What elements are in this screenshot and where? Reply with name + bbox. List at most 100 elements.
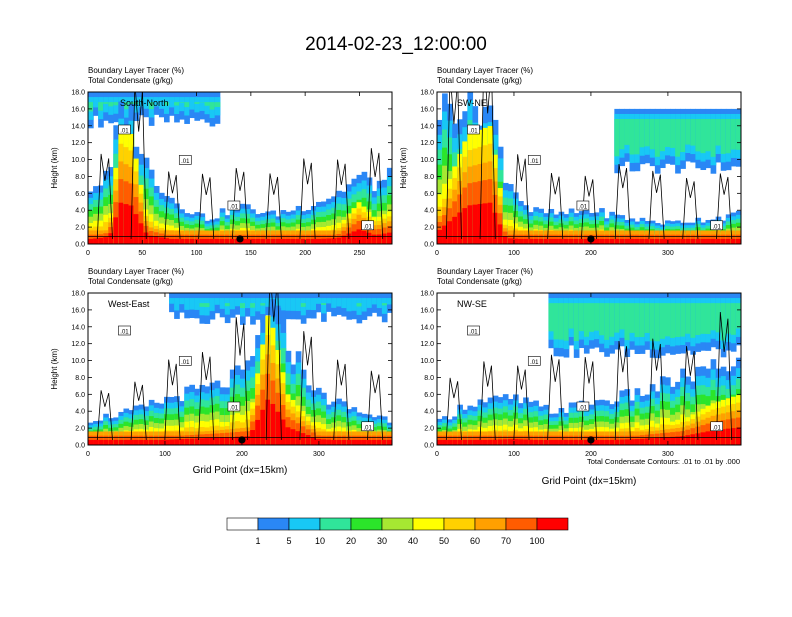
y-tick-label: 10.0: [420, 157, 434, 164]
colorbar-swatch: [227, 518, 258, 530]
y-tick-label: 14.0: [420, 324, 434, 331]
panel-subtitle-tracer: Boundary Layer Tracer (%): [88, 66, 184, 75]
colorbar-label: 70: [501, 536, 511, 546]
x-tick-label: 250: [354, 250, 366, 257]
y-tick-label: 2.0: [424, 225, 434, 232]
x-tick-label: 150: [245, 250, 257, 257]
colorbar-label: 60: [470, 536, 480, 546]
y-tick-label: 10.0: [420, 358, 434, 365]
colorbar-label: 20: [346, 536, 356, 546]
colorbar-swatch: [506, 518, 537, 530]
colorbar-swatch: [382, 518, 413, 530]
colorbar-swatch: [413, 518, 444, 530]
colorbar-label: 50: [439, 536, 449, 546]
colorbar-swatch: [258, 518, 289, 530]
contour-label: .01: [120, 330, 129, 336]
y-tick-label: 8.0: [75, 174, 85, 181]
y-tick-label: 16.0: [420, 307, 434, 314]
location-marker: [236, 235, 243, 242]
y-tick-label: 2.0: [424, 426, 434, 433]
contour-label: .01: [120, 129, 129, 135]
panel-subtitle-condensate: Total Condensate (g/kg): [437, 277, 522, 286]
y-tick-label: 8.0: [424, 174, 434, 181]
y-axis-label: Height (km): [50, 348, 59, 390]
y-tick-label: 14.0: [71, 123, 85, 130]
x-axis-label: Grid Point (dx=15km): [542, 476, 637, 487]
x-tick-label: 100: [191, 250, 203, 257]
contour-label: .01: [530, 159, 539, 165]
panel-subtitle-tracer: Boundary Layer Tracer (%): [437, 267, 533, 276]
panel-1: .01.01.01.010.02.04.06.08.010.012.014.01…: [50, 66, 393, 257]
y-tick-label: 16.0: [71, 307, 85, 314]
colorbar-label: 30: [377, 536, 387, 546]
panel-subtitle-condensate: Total Condensate (g/kg): [88, 277, 173, 286]
x-tick-label: 200: [585, 250, 597, 257]
y-tick-label: 12.0: [71, 140, 85, 147]
y-tick-label: 12.0: [420, 140, 434, 147]
y-axis-label: Height (km): [50, 147, 59, 189]
x-tick-label: 300: [662, 250, 674, 257]
panel-subtitle-tracer: Boundary Layer Tracer (%): [437, 66, 533, 75]
y-tick-label: 18.0: [420, 90, 434, 97]
x-tick-label: 200: [299, 250, 311, 257]
panel-subtitle-condensate: Total Condensate (g/kg): [88, 76, 173, 85]
colorbar-label: 100: [529, 536, 544, 546]
contour-label: .01: [713, 224, 722, 230]
cross-section-name: NW-SE: [457, 299, 487, 309]
colorbar-swatch: [475, 518, 506, 530]
contour-label: .01: [181, 360, 190, 366]
x-tick-label: 200: [236, 451, 248, 458]
contour-label: .01: [579, 205, 588, 211]
x-tick-label: 100: [508, 250, 520, 257]
y-tick-label: 16.0: [71, 106, 85, 113]
contour-label: .01: [469, 129, 478, 135]
colorbar-swatch: [351, 518, 382, 530]
panel-2: .01.01.01.010.02.04.06.08.010.012.014.01…: [399, 57, 742, 257]
figure-title: 2014-02-23_12:00:00: [305, 34, 487, 55]
y-tick-label: 18.0: [420, 291, 434, 298]
y-tick-label: 12.0: [71, 341, 85, 348]
y-tick-label: 4.0: [75, 409, 85, 416]
contour-label: .01: [181, 159, 190, 165]
y-tick-label: 16.0: [420, 106, 434, 113]
y-tick-label: 12.0: [420, 341, 434, 348]
y-tick-label: 18.0: [71, 90, 85, 97]
y-tick-label: 10.0: [71, 157, 85, 164]
cross-section-name: West-East: [108, 299, 150, 309]
panel-4: .01.01.01.010.02.04.06.08.010.012.014.01…: [420, 267, 741, 487]
y-tick-label: 18.0: [71, 291, 85, 298]
y-tick-label: 14.0: [420, 123, 434, 130]
contour-label: .01: [713, 425, 722, 431]
contour-label: .01: [230, 406, 239, 412]
y-tick-label: 2.0: [75, 426, 85, 433]
colorbar-swatch: [537, 518, 568, 530]
y-tick-label: 14.0: [71, 324, 85, 331]
contour-label: .01: [230, 205, 239, 211]
y-tick-label: 0.0: [75, 242, 85, 249]
y-tick-label: 4.0: [424, 409, 434, 416]
y-tick-label: 8.0: [424, 375, 434, 382]
colorbar-label: 40: [408, 536, 418, 546]
y-tick-label: 6.0: [424, 392, 434, 399]
panel-subtitle-tracer: Boundary Layer Tracer (%): [88, 267, 184, 276]
contour-label: .01: [364, 224, 373, 230]
colorbar-label: 1: [255, 536, 260, 546]
y-tick-label: 2.0: [75, 225, 85, 232]
y-tick-label: 4.0: [424, 208, 434, 215]
x-tick-label: 0: [86, 451, 90, 458]
y-tick-label: 8.0: [75, 375, 85, 382]
colorbar-swatch: [444, 518, 475, 530]
x-tick-label: 50: [138, 250, 146, 257]
cross-section-name: South-North: [120, 98, 169, 108]
y-tick-label: 0.0: [424, 242, 434, 249]
colorbar-swatch: [289, 518, 320, 530]
x-tick-label: 0: [86, 250, 90, 257]
y-tick-label: 4.0: [75, 208, 85, 215]
contour-label: .01: [579, 406, 588, 412]
panels: .01 .01 .01 .01 0.0 2.0 4.0 6.0 8.0 10.0 12.0 14.0 1…: [50, 57, 742, 487]
contour-label: .01: [364, 425, 373, 431]
y-axis-label: Height (km): [399, 147, 408, 189]
x-tick-label: 100: [508, 451, 520, 458]
footer-note: Total Condensate Contours: .01 to .01 by…: [587, 457, 740, 466]
